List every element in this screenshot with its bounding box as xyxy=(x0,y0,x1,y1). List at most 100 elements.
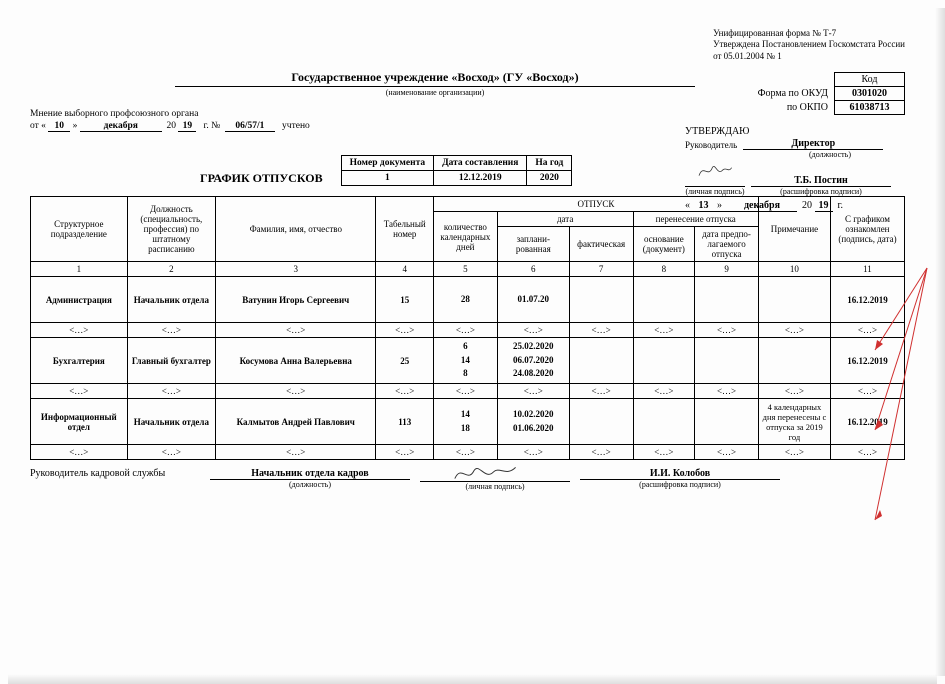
opinion-close: » xyxy=(73,121,78,131)
table-cell xyxy=(569,277,633,323)
th-expected: дата предпо- лагаемого отпуска xyxy=(695,227,759,262)
ellipsis-cell: <…> xyxy=(376,384,434,399)
ellipsis-cell: <…> xyxy=(633,323,695,338)
approve-g: г. xyxy=(838,200,843,211)
ellipsis-cell: <…> xyxy=(497,323,569,338)
table-cell: Начальник отдела xyxy=(127,277,215,323)
vacation-table: Структурное подразделение Должность (спе… xyxy=(30,196,905,460)
th-date: дата xyxy=(497,212,633,227)
ellipsis-cell: <…> xyxy=(376,323,434,338)
th-planned: заплани- рованная xyxy=(497,227,569,262)
ellipsis-cell: <…> xyxy=(216,323,376,338)
th-dept: Структурное подразделение xyxy=(31,197,128,262)
table-cell: Бухгалтерия xyxy=(31,338,128,384)
ellipsis-cell: <…> xyxy=(127,323,215,338)
table-cell: Косумова Анна Валерьевна xyxy=(216,338,376,384)
signature-icon-director xyxy=(695,159,735,183)
coln-8: 8 xyxy=(633,262,695,277)
okud-label: Форма по ОКУД xyxy=(750,87,835,101)
table-cell-note xyxy=(758,277,830,323)
ellipsis-cell: <…> xyxy=(127,445,215,460)
ellipsis-cell: <…> xyxy=(758,445,830,460)
table-cell: Начальник отдела xyxy=(127,399,215,445)
coln-4: 4 xyxy=(376,262,434,277)
ellipsis-cell: <…> xyxy=(31,323,128,338)
table-cell xyxy=(695,399,759,445)
ellipsis-cell: <…> xyxy=(216,384,376,399)
footer-role: Начальник отдела кадров xyxy=(210,468,410,480)
code-head: Код xyxy=(835,73,905,87)
footer-role-cap: (должность) xyxy=(210,480,410,489)
opinion-ot: от « xyxy=(30,121,46,131)
approve-lead: Руководитель xyxy=(685,140,737,150)
ellipsis-cell: <…> xyxy=(569,445,633,460)
table-cell-note xyxy=(758,338,830,384)
table-cell xyxy=(633,399,695,445)
coln-5: 5 xyxy=(434,262,498,277)
page-shadow-right xyxy=(935,8,945,676)
ellipsis-cell: <…> xyxy=(497,384,569,399)
ellipsis-cell: <…> xyxy=(695,323,759,338)
ellipsis-cell: <…> xyxy=(633,384,695,399)
approve-month: декабря xyxy=(727,200,797,212)
table-row: БухгалтерияГлавный бухгалтерКосумова Анн… xyxy=(31,338,905,384)
table-cell xyxy=(633,277,695,323)
coln-7: 7 xyxy=(569,262,633,277)
ellipsis-cell: <…> xyxy=(216,445,376,460)
table-cell-note: 4 календарных дня перенесены с отпуска з… xyxy=(758,399,830,445)
th-tab: Табельный номер xyxy=(376,197,434,262)
approve-role: Директор xyxy=(791,138,835,149)
doc-h3: На год xyxy=(527,156,572,171)
th-days: количество календарных дней xyxy=(434,212,498,262)
approve-name: Т.Б. Постин xyxy=(794,175,847,186)
th-basis: основание (документ) xyxy=(633,227,695,262)
coln-10: 10 xyxy=(758,262,830,277)
footer-signature: Руководитель кадровой службы Начальник о… xyxy=(30,468,905,491)
ellipsis-row: <…><…><…><…><…><…><…><…><…><…><…> xyxy=(31,323,905,338)
opinion-title: Мнение выборного профсоюзного органа xyxy=(30,109,905,119)
ellipsis-cell: <…> xyxy=(695,445,759,460)
ellipsis-cell: <…> xyxy=(127,384,215,399)
ellipsis-cell: <…> xyxy=(31,384,128,399)
table-row: Информационный отделНачальник отделаКалм… xyxy=(31,399,905,445)
doc-h1: Номер документа xyxy=(341,156,434,171)
opinion-g: г. № xyxy=(204,121,221,131)
org-name: Государственное учреждение «Восход» (ГУ … xyxy=(175,70,695,87)
form-note: Унифицированная форма № Т-7 Утверждена П… xyxy=(713,28,905,62)
footer-lead: Руководитель кадровой службы xyxy=(30,468,200,479)
table-cell: 01.07.20 xyxy=(497,277,569,323)
table-cell: 15 xyxy=(376,277,434,323)
table-cell: Администрация xyxy=(31,277,128,323)
th-position: Должность (специальность, профессия) по … xyxy=(127,197,215,262)
approve-role-cap: (должность) xyxy=(755,150,905,159)
table-cell: 10.02.202001.06.2020 xyxy=(497,399,569,445)
footer-name: И.И. Колобов xyxy=(580,468,780,480)
table-cell: 1418 xyxy=(434,399,498,445)
table-cell xyxy=(695,338,759,384)
table-cell: 113 xyxy=(376,399,434,445)
table-cell: Информационный отдел xyxy=(31,399,128,445)
column-numbers-row: 1 2 3 4 5 6 7 8 9 10 11 xyxy=(31,262,905,277)
table-cell xyxy=(569,399,633,445)
ellipsis-cell: <…> xyxy=(830,445,904,460)
ellipsis-cell: <…> xyxy=(31,445,128,460)
table-cell xyxy=(695,277,759,323)
th-actual: фактическая xyxy=(569,227,633,262)
table-cell xyxy=(633,338,695,384)
table-cell xyxy=(569,338,633,384)
okud-value: 0301020 xyxy=(835,87,905,101)
coln-1: 1 xyxy=(31,262,128,277)
opinion-month: декабря xyxy=(80,121,162,132)
table-cell: Ватунин Игорь Сергеевич xyxy=(216,277,376,323)
ellipsis-cell: <…> xyxy=(569,323,633,338)
org-caption: (наименование организации) xyxy=(170,88,700,97)
doc-title: ГРАФИК ОТПУСКОВ xyxy=(200,171,323,186)
approve-q2: » xyxy=(717,200,722,211)
approve-block: УТВЕРЖДАЮ Руководитель Директор (должнос… xyxy=(685,126,905,212)
coln-6: 6 xyxy=(497,262,569,277)
document-page: Унифицированная форма № Т-7 Утверждена П… xyxy=(0,0,945,684)
ellipsis-cell: <…> xyxy=(830,384,904,399)
approve-head: УТВЕРЖДАЮ xyxy=(685,126,905,137)
coln-9: 9 xyxy=(695,262,759,277)
approve-day: 13 xyxy=(693,200,715,212)
